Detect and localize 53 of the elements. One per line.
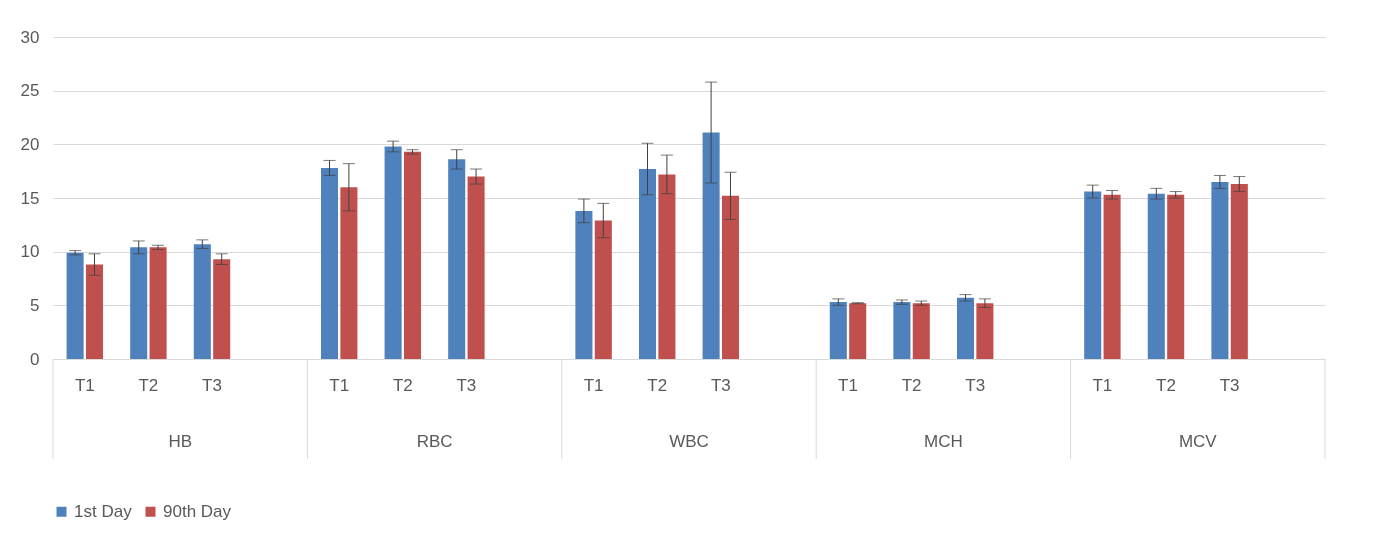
- bar: [1211, 181, 1229, 359]
- bar: [702, 132, 720, 359]
- x-tick-label: T3: [965, 375, 986, 395]
- text: HB: [168, 432, 193, 451]
- legend-label: 90th Day: [163, 501, 232, 521]
- x-tick-label: T3: [710, 375, 731, 395]
- bar: [1230, 184, 1248, 359]
- x-tick-label: T1: [74, 375, 95, 395]
- bar: [575, 210, 593, 359]
- bar: [976, 303, 994, 359]
- x-tick-label: T1: [583, 375, 604, 395]
- y-tick-label: 10: [20, 242, 40, 262]
- x-tick-label: T2: [392, 375, 413, 395]
- text: WBC: [669, 432, 709, 451]
- x-tick-label: T3: [1219, 375, 1240, 395]
- x-tick-label: T2: [901, 375, 922, 395]
- y-tick-label: 0: [30, 349, 40, 369]
- y-tick-label: 5: [30, 295, 40, 315]
- x-tick-label: T1: [329, 375, 350, 395]
- y-tick-label: 20: [20, 134, 40, 154]
- bar: [594, 220, 612, 359]
- bar: [1147, 193, 1165, 359]
- x-tick-label: T3: [202, 375, 222, 395]
- bar: [320, 167, 339, 359]
- x-tick-label: T1: [1092, 375, 1113, 395]
- bar: [213, 259, 231, 359]
- bar: [448, 159, 466, 359]
- bar: [384, 146, 402, 359]
- x-tick-label: T2: [138, 375, 159, 395]
- bar: [1103, 194, 1121, 359]
- bar: [85, 264, 104, 359]
- bar: [658, 174, 676, 359]
- text: RBC: [416, 432, 453, 451]
- bar: [849, 303, 867, 359]
- bar: [403, 151, 422, 359]
- bar: [721, 195, 740, 359]
- text: MCV: [1178, 432, 1218, 451]
- x-tick-label: T1: [838, 375, 858, 395]
- legend-label: 1st Day: [74, 501, 133, 521]
- y-tick-label: 25: [20, 81, 40, 101]
- y-tick-label: 30: [20, 27, 40, 47]
- bar: [193, 244, 211, 359]
- x-tick-label: T2: [647, 375, 668, 395]
- bar: [66, 252, 84, 359]
- bar: [130, 247, 148, 359]
- y-tick-label: 15: [20, 188, 40, 208]
- x-tick-label: T2: [1156, 375, 1176, 395]
- bar: [340, 187, 358, 359]
- bar: [1084, 191, 1102, 359]
- bar: [467, 176, 485, 359]
- text: MCH: [924, 432, 963, 451]
- bar: [638, 169, 657, 359]
- x-tick-label: T3: [456, 375, 477, 395]
